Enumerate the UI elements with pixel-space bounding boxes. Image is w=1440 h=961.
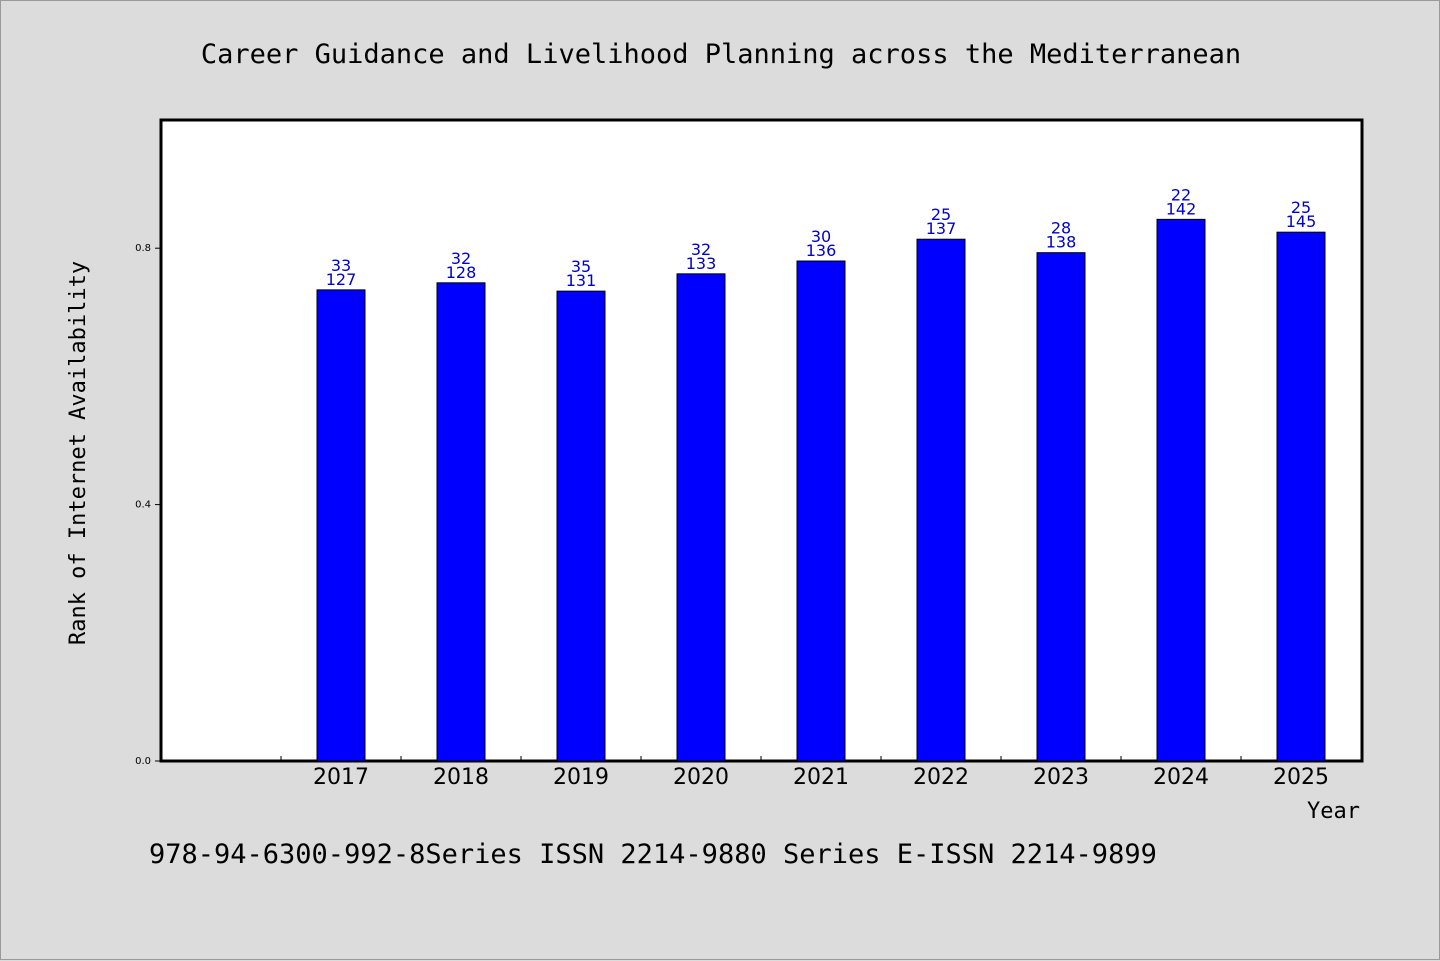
x-tick-label-2022: 2022 [913,765,969,790]
bar-2025 [1276,231,1326,762]
bar-2021 [796,260,846,762]
data-label-bottom-2017: 127 [326,270,357,289]
data-label-top-2019: 35 [571,257,591,276]
y-tick-label: 0.4 [135,500,151,511]
data-label-top-2017: 33 [331,256,351,275]
data-label-top-2021: 30 [811,227,831,246]
data-label-bottom-2024: 142 [1166,199,1197,218]
data-label-bottom-2020: 133 [686,254,717,273]
data-label-top-2023: 28 [1051,219,1071,238]
data-label-top-2018: 32 [451,249,471,268]
x-tick-label-2021: 2021 [793,765,849,790]
data-label-top-2020: 32 [691,240,711,259]
bar-2024 [1156,218,1206,762]
y-axis: 0.0 0.4 0.8 [135,243,161,767]
data-label-top-2022: 25 [931,205,951,224]
x-axis: 2017 2018 2019 2020 2021 2022 2023 2024 2025 [280,756,1362,790]
data-label-bottom-2018: 128 [446,263,477,282]
bar-2020 [676,273,726,762]
bar-2022 [916,238,966,762]
data-label-bottom-2025: 145 [1286,212,1317,231]
chart-title: Career Guidance and Livelihood Planning … [201,39,1241,70]
y-tick-label: 0.8 [135,243,151,254]
bar-2017 [316,289,366,762]
data-label-bottom-2021: 136 [806,241,837,260]
y-tick-label: 0.0 [135,756,151,767]
footer-text: 978-94-6300-992-8Series ISSN 2214-9880 S… [149,839,1157,870]
x-tick-label-2018: 2018 [433,765,489,790]
x-tick-label-2019: 2019 [553,765,609,790]
data-label-top-2024: 22 [1171,185,1191,204]
x-tick-label-2017: 2017 [313,765,369,790]
y-axis-label: Rank of Internet Availability [66,261,91,645]
data-label-bottom-2022: 137 [926,219,957,238]
bars-group [316,218,1326,762]
data-label-bottom-2019: 131 [566,271,597,290]
x-tick-label-2024: 2024 [1153,765,1209,790]
x-axis-label: Year [1307,799,1360,824]
x-tick-label-2023: 2023 [1033,765,1089,790]
x-tick-label-2020: 2020 [673,765,729,790]
bar-2023 [1036,252,1086,762]
data-label-top-2025: 25 [1291,198,1311,217]
x-tick-label-2025: 2025 [1273,765,1329,790]
data-label-bottom-2023: 138 [1046,233,1077,252]
bar-2018 [436,282,486,762]
bar-2019 [556,290,606,762]
